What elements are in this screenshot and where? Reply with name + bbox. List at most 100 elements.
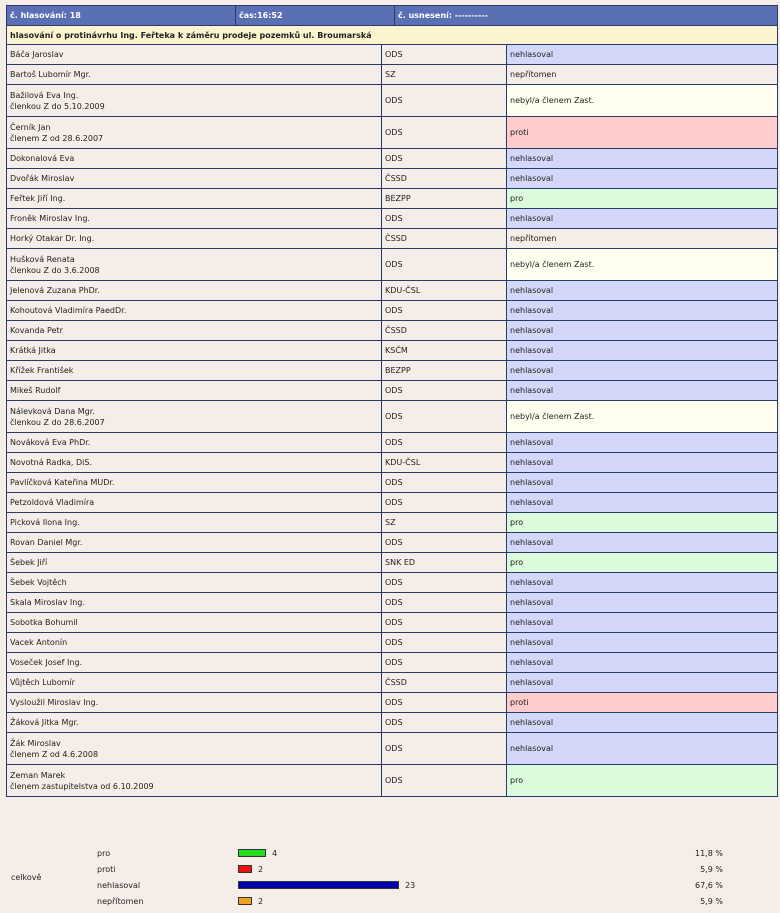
member-note: členkou Z do 3.6.2008 [10,265,100,275]
member-name: Nálevková Dana Mgr. [10,406,95,416]
member-note: členem Z od 28.6.2007 [10,133,104,143]
member-party: ČSSD [381,320,507,341]
member-name-cell: Černík Jan členem Z od 28.6.2007 [6,116,382,149]
vote-number: č. hlasování: 18 [7,6,236,25]
summary-count: 2 [258,865,264,874]
member-party: ODS [381,148,507,169]
member-name-cell: Horký Otakar Dr. Ing. [6,228,382,249]
member-party: ODS [381,492,507,513]
summary-label: proti [97,865,116,874]
summary-total-label: celkově [11,873,42,882]
member-name-cell: Šebek Vojtěch [6,572,382,593]
member-name-cell: Zeman Marek členem zastupitelstva od 6.10… [6,764,382,797]
vote-result: nebyl/a členem Zast. [505,84,779,117]
table-row: Dvořák Miroslav ČSSD nehlasoval [6,168,779,189]
vote-result: nehlasoval [505,380,779,401]
member-name: Dokonalová Eva [10,154,75,163]
summary-bar [238,881,399,889]
summary-bar [238,865,252,873]
member-party: ODS [381,248,507,281]
member-name-cell: Bartoš Lubomír Mgr. [6,64,382,85]
vote-result: nehlasoval [505,712,779,733]
resolution-number: č. usnesení: ---------- [394,6,777,25]
member-party: ODS [381,400,507,433]
vote-result: pro [505,512,779,533]
member-party: ODS [381,692,507,713]
summary-row: nehlasoval 23 67,6 % [0,878,780,894]
member-name: Krátká Jitka [10,346,56,355]
member-name-cell: Voseček Josef Ing. [6,652,382,673]
table-row: Mikeš Rudolf ODS nehlasoval [6,380,779,401]
member-name: Pavlíčková Kateřina MUDr. [10,478,115,487]
member-party: ODS [381,764,507,797]
member-name: Vysloužil Miroslav Ing. [10,698,99,707]
member-party: ODS [381,208,507,229]
member-party: ODS [381,632,507,653]
table-row: Báča Jaroslav ODS nehlasoval [6,44,779,65]
vote-results-table: č. hlasování: 18 čas:16:52 č. usnesení: --… [5,5,779,797]
member-name: Sobotka Bohumil [10,618,78,627]
vote-result: nehlasoval [505,300,779,321]
member-name-cell: Jelenová Zuzana PhDr. [6,280,382,301]
member-note: členem zastupitelstva od 6.10.2009 [10,781,154,791]
summary-percent: 11,8 % [695,849,723,858]
summary-label: pro [97,849,111,858]
member-name-cell: Rovan Daniel Mgr. [6,532,382,553]
member-party: ČSSD [381,228,507,249]
member-party: ODS [381,612,507,633]
member-name-cell: Novotná Radka, DiS. [6,452,382,473]
vote-result: pro [505,764,779,797]
table-row: Šebek Jiří SNK ED pro [6,552,779,573]
table-row: Nováková Eva PhDr. ODS nehlasoval [6,432,779,453]
member-name-cell: Bažilová Eva Ing. členkou Z do 5.10.2009 [6,84,382,117]
member-name: Bartoš Lubomír Mgr. [10,70,91,79]
vote-result: nehlasoval [505,732,779,765]
table-row: Bartoš Lubomír Mgr. SZ nepřítomen [6,64,779,85]
member-party: ODS [381,116,507,149]
member-party: ODS [381,572,507,593]
member-party: ODS [381,652,507,673]
table-row: Křížek František BEZPP nehlasoval [6,360,779,381]
table-row: Vůjtěch Lubomír ČSSD nehlasoval [6,672,779,693]
table-row: Pavlíčková Kateřina MUDr. ODS nehlasoval [6,472,779,493]
member-name-cell: Žák Miroslav členem Z od 4.6.2008 [6,732,382,765]
member-party: ODS [381,84,507,117]
table-row: Žák Miroslav členem Z od 4.6.2008 ODS nehla… [6,732,779,765]
member-party: SZ [381,64,507,85]
member-name-cell: Vacek Antonín [6,632,382,653]
vote-result: nehlasoval [505,572,779,593]
member-note: členem Z od 4.6.2008 [10,749,99,759]
member-party: ODS [381,432,507,453]
vote-result: nepřítomen [505,64,779,85]
table-row: Žáková Jitka Mgr. ODS nehlasoval [6,712,779,733]
member-party: KDU-ČSL [381,280,507,301]
table-row: Voseček Josef Ing. ODS nehlasoval [6,652,779,673]
member-name: Skala Miroslav Ing. [10,598,85,607]
member-name: Bažilová Eva Ing. [10,90,79,100]
member-note: členkou Z do 28.6.2007 [10,417,105,427]
table-row: Skala Miroslav Ing. ODS nehlasoval [6,592,779,613]
member-party: ODS [381,300,507,321]
member-name: Šebek Vojtěch [10,578,67,587]
member-party: SNK ED [381,552,507,573]
table-row: Horký Otakar Dr. Ing. ČSSD nepřítomen [6,228,779,249]
summary-row: proti 2 5,9 % [0,862,780,878]
vote-result: nehlasoval [505,652,779,673]
member-party: ODS [381,44,507,65]
member-party: ODS [381,732,507,765]
member-party: ODS [381,380,507,401]
member-name: Žák Miroslav [10,738,61,748]
member-name: Novotná Radka, DiS. [10,458,93,467]
vote-result: nehlasoval [505,280,779,301]
member-name: Horký Otakar Dr. Ing. [10,234,95,243]
table-row: Jelenová Zuzana PhDr. KDU-ČSL nehlasoval [6,280,779,301]
member-party: KSČM [381,340,507,361]
member-name: Šebek Jiří [10,558,48,567]
summary: celkově pro 4 11,8 % proti 2 5,9 % nehlasoval 2… [0,846,780,912]
member-name: Froněk Miroslav Ing. [10,214,90,223]
vote-result: pro [505,188,779,209]
member-party: BEZPP [381,360,507,381]
vote-result: nehlasoval [505,592,779,613]
vote-result: nehlasoval [505,44,779,65]
member-name: Petzoldová Vladimíra [10,498,95,507]
